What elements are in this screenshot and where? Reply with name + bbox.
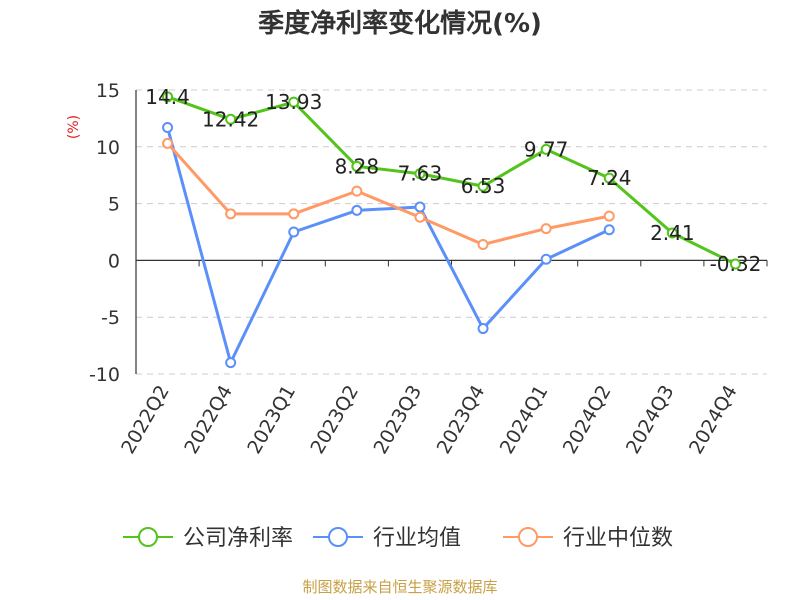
- source-note: 制图数据来自恒生聚源数据库: [302, 578, 497, 596]
- y-axis-label: (%): [66, 115, 82, 139]
- data-label: 2.41: [650, 221, 695, 245]
- series-2-point: [162, 121, 174, 133]
- y-tick-label: -5: [101, 307, 120, 329]
- y-tick-label: 15: [96, 80, 120, 102]
- y-tick-label: 5: [108, 194, 120, 216]
- series-2-point: [414, 201, 426, 213]
- series-1-point: [414, 168, 426, 180]
- x-tick-label: 2022Q4: [180, 382, 237, 458]
- series-2-point: [477, 323, 489, 335]
- data-label: 14.4: [145, 85, 190, 109]
- legend-entry-label: 公司净利率: [183, 526, 293, 551]
- data-label: 8.28: [335, 154, 380, 178]
- x-tick-label: 2023Q3: [370, 382, 427, 458]
- series-1-point: [477, 180, 489, 192]
- x-tick-label: 2024Q1: [496, 382, 553, 458]
- y-tick-label: 10: [96, 137, 120, 159]
- series-3-point: [225, 208, 237, 220]
- x-tick-label: 2023Q2: [306, 382, 363, 458]
- x-tick-label: 2023Q4: [433, 382, 490, 458]
- x-tick-label: 2023Q1: [243, 382, 300, 458]
- y-tick-label: -10: [89, 364, 120, 386]
- x-tick-label: 2022Q2: [117, 382, 174, 458]
- legend-swatch-marker: [518, 527, 538, 547]
- series-line-1: [167, 95, 737, 266]
- series-3-point: [288, 208, 300, 220]
- series-1-point: [288, 96, 300, 108]
- legend-swatch-marker: [138, 527, 158, 547]
- x-tick-label: 2024Q2: [559, 382, 616, 458]
- series-1-point: [225, 113, 237, 125]
- series-3-point: [540, 223, 552, 235]
- series-3-point: [351, 185, 363, 197]
- x-tick-label: 2024Q3: [622, 382, 679, 458]
- series-layer: [162, 91, 741, 369]
- series-line-3: [166, 142, 610, 246]
- series-3-point: [603, 210, 615, 222]
- data-label: 9.77: [524, 137, 569, 161]
- series-3-point: [162, 137, 174, 149]
- series-1-point: [729, 258, 741, 270]
- data-label: 12.42: [202, 107, 259, 131]
- series-2-point: [225, 357, 237, 369]
- x-tick-label: 2024Q4: [685, 382, 742, 458]
- legend: 公司净利率 行业均值 行业中位数: [123, 526, 673, 551]
- chart-title: 季度净利率变化情况(%): [258, 8, 542, 39]
- data-label: 13.93: [265, 90, 322, 114]
- series-1-point: [666, 227, 678, 239]
- series-3-point: [477, 238, 489, 250]
- data-label: 7.24: [587, 166, 632, 190]
- series-1-point: [351, 160, 363, 172]
- series-1-point: [162, 91, 174, 103]
- series-2-point: [351, 204, 363, 216]
- series-line-2: [166, 127, 610, 365]
- y-tick-label: 0: [108, 250, 120, 272]
- legend-swatch-marker: [328, 527, 348, 547]
- legend-entry-label: 行业中位数: [563, 526, 673, 551]
- data-label: 7.63: [398, 162, 443, 186]
- series-2-point: [288, 226, 300, 238]
- series-3-point: [414, 211, 426, 223]
- data-label: 6.53: [461, 174, 506, 198]
- series-1-point: [540, 143, 552, 155]
- series-1-point: [603, 172, 615, 184]
- series-2-point: [540, 253, 552, 265]
- legend-entry-label: 行业均值: [373, 526, 461, 551]
- series-2-point: [603, 224, 615, 236]
- data-label: -0.32: [710, 252, 762, 276]
